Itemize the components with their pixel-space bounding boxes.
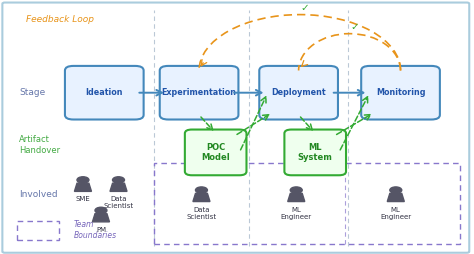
- Text: Monitoring: Monitoring: [376, 88, 425, 97]
- Circle shape: [77, 177, 89, 183]
- Polygon shape: [74, 183, 91, 192]
- Text: Team
Boundaries: Team Boundaries: [73, 220, 117, 240]
- Polygon shape: [387, 193, 404, 202]
- Polygon shape: [110, 183, 127, 192]
- Circle shape: [290, 187, 302, 193]
- Text: ML
Engineer: ML Engineer: [380, 207, 411, 219]
- Text: Data
Scientist: Data Scientist: [186, 207, 217, 219]
- Text: Ideation: Ideation: [85, 88, 123, 97]
- Circle shape: [195, 187, 208, 193]
- Text: Involved: Involved: [19, 190, 57, 199]
- FancyBboxPatch shape: [160, 66, 238, 120]
- FancyBboxPatch shape: [2, 3, 469, 253]
- Text: Data
Scientist: Data Scientist: [103, 196, 134, 209]
- Text: ML
System: ML System: [298, 143, 333, 162]
- Circle shape: [95, 207, 107, 214]
- FancyBboxPatch shape: [284, 130, 346, 175]
- Text: POC
Model: POC Model: [201, 143, 230, 162]
- Polygon shape: [288, 193, 305, 202]
- Circle shape: [112, 177, 125, 183]
- FancyBboxPatch shape: [259, 66, 338, 120]
- Text: Stage: Stage: [19, 88, 45, 97]
- Text: Artifact
Handover: Artifact Handover: [19, 135, 60, 155]
- FancyBboxPatch shape: [185, 130, 246, 175]
- FancyBboxPatch shape: [361, 66, 440, 120]
- Text: Experimentation: Experimentation: [162, 88, 237, 97]
- Text: ✓: ✓: [300, 3, 309, 13]
- Text: PM: PM: [96, 227, 106, 233]
- Polygon shape: [193, 193, 210, 202]
- Text: Deployment: Deployment: [271, 88, 326, 97]
- FancyBboxPatch shape: [65, 66, 144, 120]
- Polygon shape: [92, 214, 109, 222]
- Text: ✓: ✓: [350, 22, 359, 32]
- Text: SME: SME: [75, 196, 91, 202]
- Circle shape: [390, 187, 402, 193]
- Text: ML
Engineer: ML Engineer: [281, 207, 312, 219]
- Text: Feedback Loop: Feedback Loop: [26, 14, 94, 24]
